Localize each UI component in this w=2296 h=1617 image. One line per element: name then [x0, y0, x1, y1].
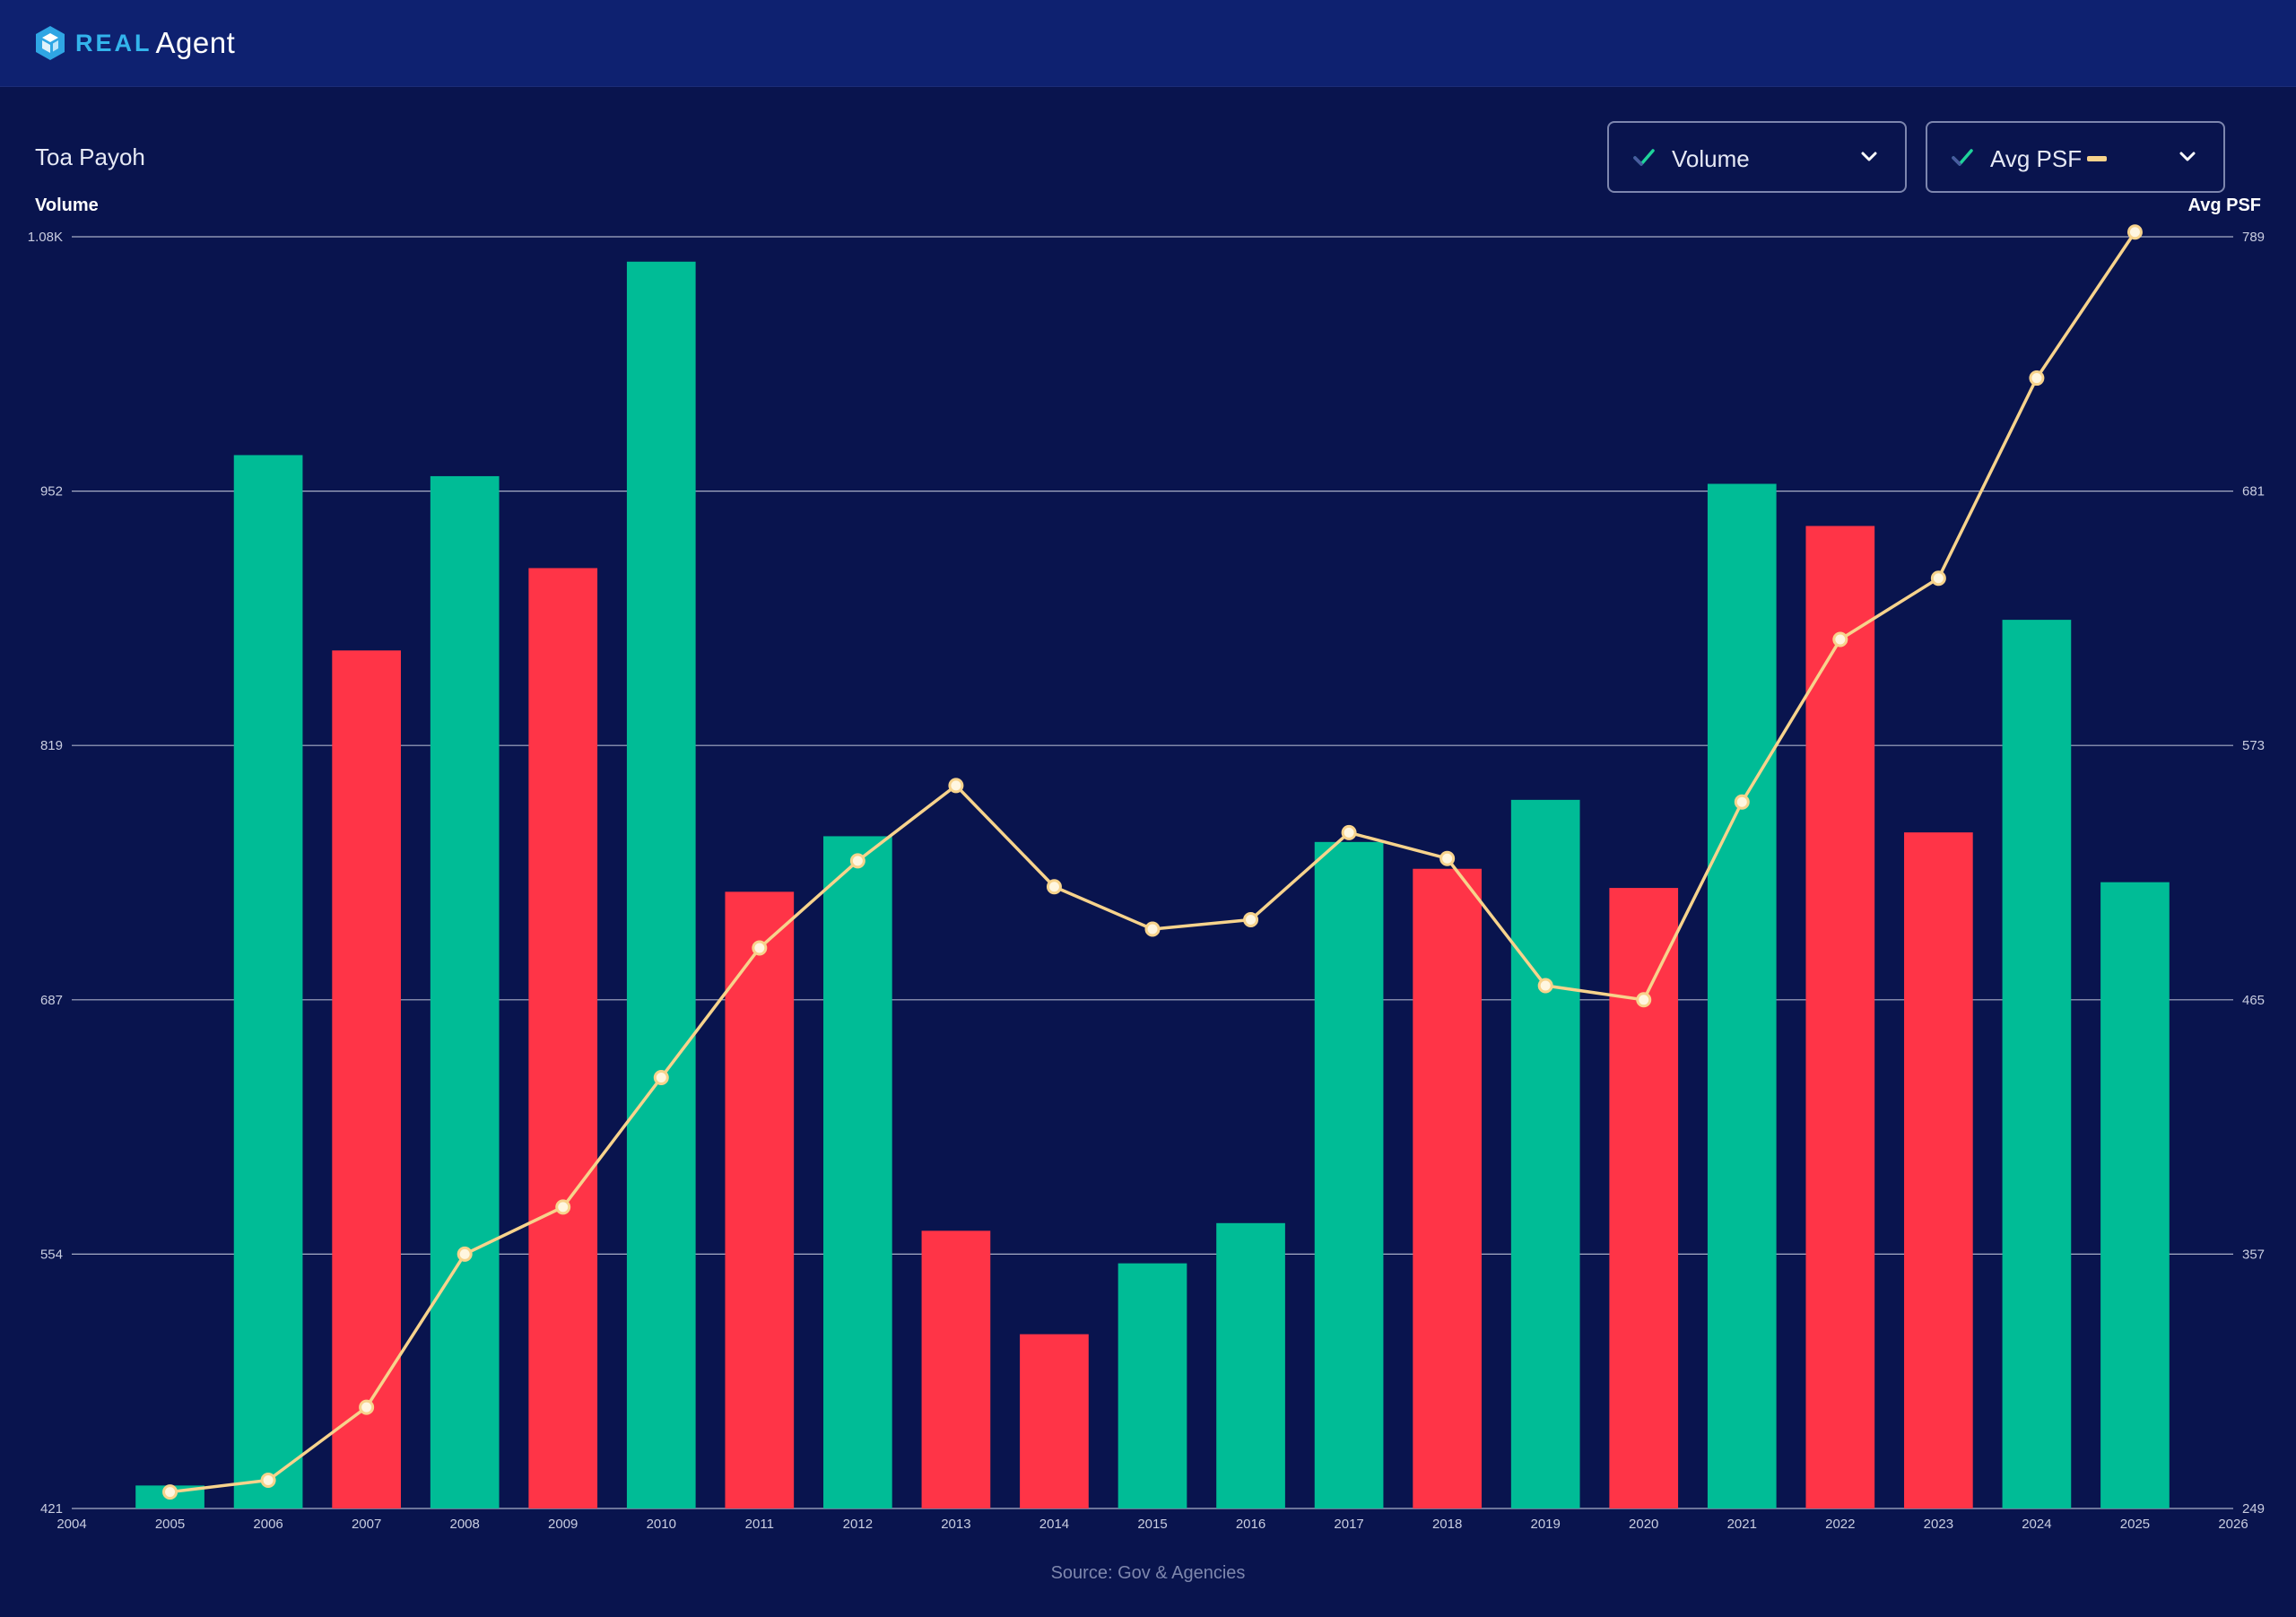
x-tick-label: 2009: [548, 1517, 578, 1532]
right-axis-title: Avg PSF: [2188, 196, 2262, 215]
x-tick-label: 2021: [1727, 1517, 1757, 1532]
avg-psf-dropdown-label: Avg PSF: [1990, 145, 2083, 172]
x-tick-label: 2022: [1825, 1517, 1855, 1532]
x-tick-label: 2005: [155, 1517, 185, 1532]
volume-bar: [233, 455, 303, 1509]
x-tick-label: 2023: [1924, 1517, 1953, 1532]
avg-psf-point: [2029, 370, 2045, 387]
avg-psf-point: [1046, 879, 1062, 895]
avg-psf-point: [1930, 570, 1946, 587]
avg-psf-point: [1734, 794, 1750, 810]
chevron-down-icon: [1861, 152, 1877, 161]
volume-bar: [1020, 1334, 1089, 1508]
x-tick-label: 2025: [2120, 1517, 2150, 1532]
y-right-tick-label: 465: [2242, 993, 2265, 1008]
left-axis-title: Volume: [35, 196, 99, 215]
avg-psf-point: [1439, 850, 1456, 866]
volume-bar: [2100, 882, 2170, 1508]
x-tick-label: 2008: [449, 1517, 479, 1532]
volume-bar: [2002, 620, 2072, 1508]
y-left-tick-label: 819: [40, 738, 63, 753]
avg-psf-point: [653, 1069, 669, 1085]
avg-psf-point: [457, 1246, 473, 1262]
y-right-tick-label: 357: [2242, 1247, 2265, 1262]
x-tick-label: 2013: [941, 1517, 970, 1532]
avg-psf-point: [752, 940, 768, 956]
volume-bar: [1707, 483, 1777, 1509]
volume-bar: [725, 891, 795, 1508]
y-left-tick-label: 952: [40, 484, 63, 500]
x-tick-label: 2012: [843, 1517, 873, 1532]
y-right-tick-label: 789: [2242, 230, 2265, 245]
source-note: Source: Gov & Agencies: [1050, 1563, 1246, 1583]
volume-bar: [1805, 526, 1875, 1509]
brand-logo[interactable]: REAL Agent: [34, 23, 235, 63]
avg-psf-point: [1636, 992, 1652, 1008]
x-tick-label: 2010: [647, 1517, 676, 1532]
volume-bar: [1314, 841, 1384, 1508]
avg-psf-point: [162, 1484, 178, 1500]
avg-psf-point: [2126, 224, 2143, 240]
avg-psf-point: [1144, 921, 1161, 937]
volume-bar: [1609, 888, 1679, 1508]
avg-psf-series-dropdown[interactable]: Avg PSF: [1926, 121, 2225, 193]
x-tick-label: 2004: [57, 1517, 86, 1532]
x-tick-label: 2026: [2218, 1517, 2248, 1532]
logo-text-real: REAL: [75, 29, 152, 57]
x-tick-label: 2024: [2022, 1517, 2051, 1532]
x-tick-label: 2007: [352, 1517, 381, 1532]
logo-mark-icon: [36, 26, 65, 60]
y-right-tick-label: 681: [2242, 484, 2265, 500]
location-title: Toa Payoh: [35, 143, 145, 170]
volume-bar: [1510, 799, 1580, 1508]
chevron-down-icon: [2179, 152, 2196, 161]
x-tick-label: 2015: [1137, 1517, 1167, 1532]
avg-psf-point: [1243, 912, 1259, 928]
y-left-tick-label: 1.08K: [28, 230, 63, 245]
x-tick-label: 2016: [1236, 1517, 1265, 1532]
volume-bar: [921, 1230, 991, 1508]
avg-psf-point: [260, 1472, 276, 1488]
y-left-tick-label: 554: [40, 1247, 63, 1262]
volume-bar: [823, 836, 892, 1508]
y-left-tick-label: 421: [40, 1501, 63, 1517]
volume-bar: [1904, 832, 1973, 1508]
volume-dropdown-label: Volume: [1672, 145, 1750, 172]
avg-psf-point: [948, 778, 964, 794]
avg-psf-point: [359, 1399, 375, 1415]
check-icon: [1633, 149, 1655, 166]
volume-series-dropdown[interactable]: Volume: [1607, 121, 1907, 193]
volume-bar: [528, 568, 598, 1509]
x-tick-label: 2017: [1334, 1517, 1363, 1532]
x-tick-label: 2019: [1530, 1517, 1560, 1532]
avg-psf-point: [1341, 824, 1357, 840]
x-tick-label: 2020: [1629, 1517, 1658, 1532]
app-header: REAL Agent: [0, 0, 2296, 87]
line-legend-swatch: [2087, 156, 2107, 161]
x-tick-label: 2018: [1432, 1517, 1462, 1532]
y-left-tick-label: 687: [40, 993, 63, 1008]
volume-bar: [1413, 868, 1482, 1508]
avg-psf-point: [849, 853, 865, 869]
volume-bar: [1118, 1263, 1187, 1508]
check-icon: [1952, 149, 1973, 166]
x-tick-label: 2014: [1039, 1517, 1069, 1532]
avg-psf-point: [1832, 631, 1848, 648]
y-right-tick-label: 573: [2242, 738, 2265, 753]
volume-bar: [332, 650, 401, 1508]
volume-bar: [1216, 1222, 1285, 1508]
avg-psf-point: [1537, 978, 1553, 994]
volume-bar: [430, 475, 500, 1508]
y-right-tick-label: 249: [2242, 1501, 2265, 1517]
avg-psf-point: [555, 1199, 571, 1215]
logo-text-agent: Agent: [155, 26, 236, 59]
volume-bar: [626, 261, 696, 1508]
x-tick-label: 2011: [745, 1517, 774, 1532]
x-tick-label: 2006: [253, 1517, 283, 1532]
